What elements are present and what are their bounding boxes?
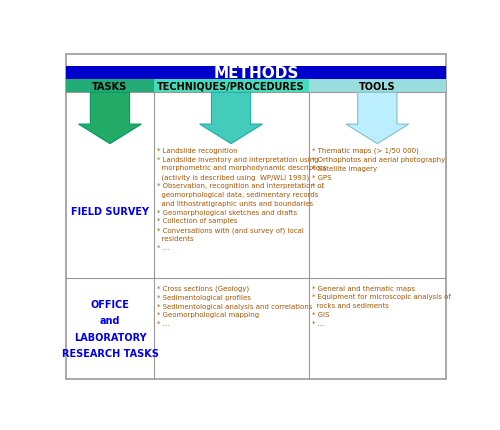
Text: FIELD SURVEY: FIELD SURVEY [71,206,149,216]
Text: OFFICE
and
LABORATORY
RESEARCH TASKS: OFFICE and LABORATORY RESEARCH TASKS [62,299,158,359]
FancyArrow shape [200,93,262,144]
FancyArrow shape [346,93,408,144]
Text: TOOLS: TOOLS [359,81,396,91]
Text: * Landslide recognition
* Landslide inventory and interpretation using
  morphom: * Landslide recognition * Landslide inve… [158,147,327,251]
Text: TASKS: TASKS [92,81,128,91]
Bar [308,80,446,93]
Text: TECHNIQUES/PROCEDURES: TECHNIQUES/PROCEDURES [157,81,305,91]
Bar [66,80,154,93]
FancyArrow shape [78,93,142,144]
Bar [66,67,446,80]
Text: * Thematic maps (> 1/50 000)
* Orthophotos and aerial photography
* Satellite im: * Thematic maps (> 1/50 000) * Orthophot… [312,147,446,189]
Text: * General and thematic maps
* Equipment for microscopic analysis of
  rocks and : * General and thematic maps * Equipment … [312,285,452,326]
Text: * Cross sections (Geology)
* Sedimentological profiles
* Sedimentological analys: * Cross sections (Geology) * Sedimentolo… [158,285,313,326]
Bar [154,80,308,93]
Text: METHODS: METHODS [214,66,299,80]
